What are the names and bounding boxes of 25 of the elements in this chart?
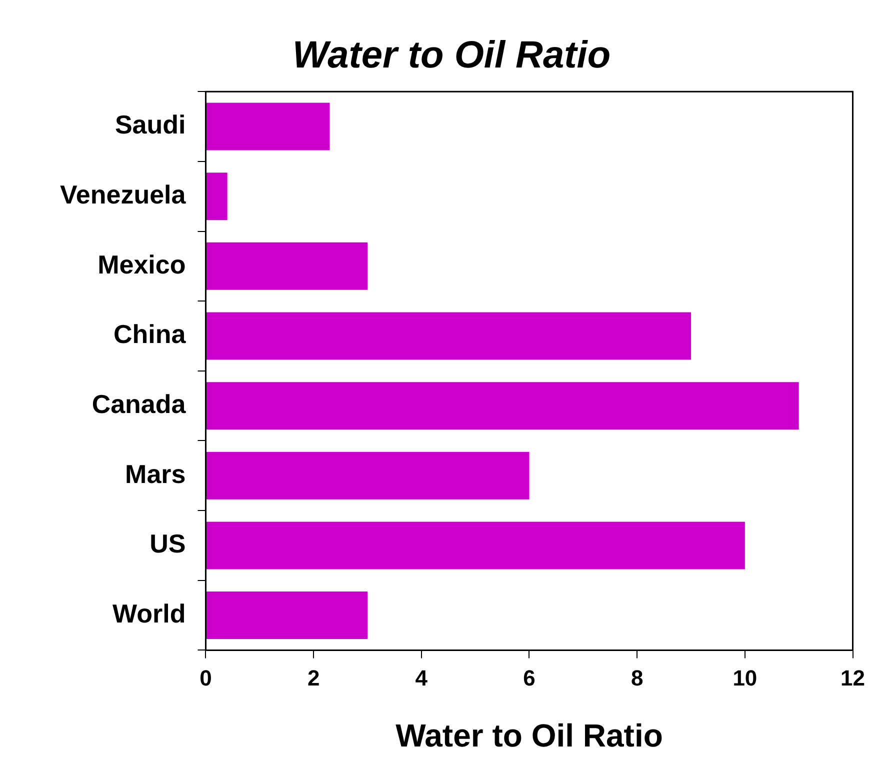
y-tick-label: Venezuela — [60, 180, 186, 210]
x-tick-label: 12 — [840, 665, 866, 690]
bar — [206, 452, 530, 500]
x-tick-label: 8 — [630, 665, 644, 690]
x-tick-label: 6 — [523, 665, 536, 690]
bar — [206, 592, 368, 640]
y-tick-label: Mexico — [98, 249, 186, 280]
y-tick-label: Saudi — [114, 110, 186, 140]
bar — [206, 172, 228, 220]
x-tick-label: 2 — [307, 665, 320, 690]
y-tick-label: Mars — [125, 458, 186, 489]
x-tick-label: 4 — [415, 665, 428, 690]
y-tick-label: Canada — [92, 388, 186, 419]
bar — [206, 382, 799, 430]
bar — [206, 312, 692, 360]
y-tick-label: US — [150, 528, 186, 559]
y-tick-label: World — [112, 598, 186, 628]
bar — [206, 102, 330, 150]
bar — [206, 522, 745, 570]
chart-title: Water to Oil Ratio — [292, 34, 611, 76]
y-tick-label: China — [114, 319, 186, 350]
bar — [206, 242, 368, 290]
x-tick-label: 10 — [732, 665, 758, 690]
x-tick-label: 0 — [200, 665, 212, 690]
x-axis-title: Water to Oil Ratio — [396, 718, 663, 754]
